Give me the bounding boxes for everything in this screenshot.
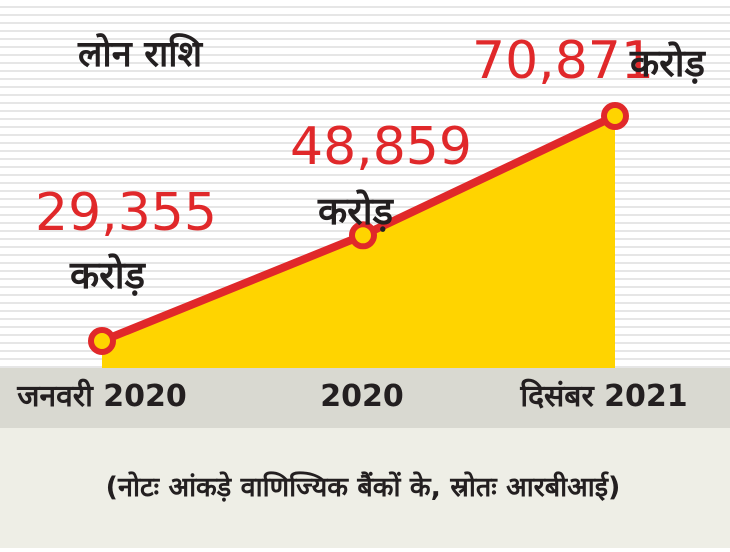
data-point-2 [349, 221, 377, 250]
note-band [0, 428, 730, 548]
chart-title: लोन राशि [77, 33, 204, 75]
x-tick-label-1: जनवरी 2020 [16, 378, 187, 414]
data-label-value-3: 70,871 [472, 31, 654, 91]
data-label-unit-2: करोड़ [317, 189, 395, 233]
data-label-value-2: 48,859 [290, 117, 472, 177]
data-point-1 [88, 327, 116, 355]
x-tick-labels: जनवरी 2020 2020 दिसंबर 2021 [16, 378, 687, 414]
x-axis-band [0, 368, 730, 428]
source-note: (नोटः आंकड़े वाणिज्यिक बैंकों के, स्रोतः… [106, 471, 621, 503]
data-label-unit-3: करोड़ [629, 41, 707, 85]
data-point-3 [601, 102, 629, 130]
data-label-value-1: 29,355 [35, 183, 217, 243]
area-layer [88, 102, 629, 368]
x-tick-label-2: 2020 [320, 379, 404, 414]
data-label-unit-1: करोड़ [69, 253, 147, 297]
x-tick-label-3: दिसंबर 2021 [519, 378, 687, 414]
